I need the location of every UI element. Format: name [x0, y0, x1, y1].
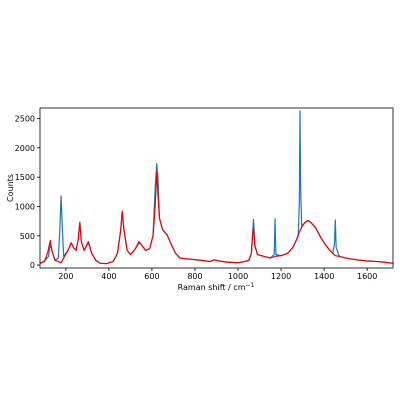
- y-axis-label: Counts: [6, 174, 15, 202]
- x-tick-label: 600: [144, 272, 159, 281]
- y-tick-label: 0: [30, 261, 35, 270]
- y-tick-label: 500: [20, 232, 35, 241]
- x-tick-label: 1000: [228, 272, 248, 281]
- plot-frame: [39, 107, 394, 269]
- axis-ticks: 200 400 600 800 1000 1200 1400 1600 0 500 1000 1500…: [15, 115, 378, 281]
- x-tick-label: 800: [187, 272, 202, 281]
- x-tick-label: 200: [58, 272, 73, 281]
- y-tick-label: 1000: [15, 202, 35, 211]
- x-tick-label: 400: [101, 272, 116, 281]
- x-axis-label-superscript: −1: [245, 282, 254, 289]
- x-axis-label: Raman shift / cm−1: [178, 282, 255, 292]
- y-tick-label: 2000: [15, 144, 35, 153]
- series-line-2: [39, 171, 394, 265]
- plot-area: [39, 110, 394, 265]
- y-tick-label: 1500: [15, 173, 35, 182]
- y-tick-label: 2500: [15, 115, 35, 124]
- x-tick-label: 1600: [357, 272, 377, 281]
- x-tick-label: 1200: [271, 272, 291, 281]
- x-tick-label: 1400: [314, 272, 334, 281]
